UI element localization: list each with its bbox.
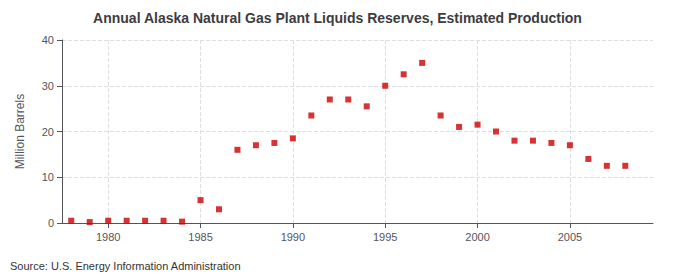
svg-text:Million Barrels: Million Barrels bbox=[13, 94, 27, 169]
svg-text:1990: 1990 bbox=[281, 231, 305, 243]
svg-text:20: 20 bbox=[42, 126, 54, 138]
svg-text:0: 0 bbox=[48, 217, 54, 229]
svg-text:Source: U.S. Energy Informatio: Source: U.S. Energy Information Administ… bbox=[10, 260, 241, 272]
svg-text:1985: 1985 bbox=[188, 231, 212, 243]
svg-text:2005: 2005 bbox=[558, 231, 582, 243]
svg-text:2000: 2000 bbox=[465, 231, 489, 243]
svg-text:Annual Alaska Natural Gas Plan: Annual Alaska Natural Gas Plant Liquids … bbox=[93, 10, 582, 26]
svg-text:30: 30 bbox=[42, 80, 54, 92]
svg-text:1980: 1980 bbox=[96, 231, 120, 243]
svg-text:40: 40 bbox=[42, 34, 54, 46]
svg-text:1995: 1995 bbox=[373, 231, 397, 243]
svg-text:10: 10 bbox=[42, 171, 54, 183]
